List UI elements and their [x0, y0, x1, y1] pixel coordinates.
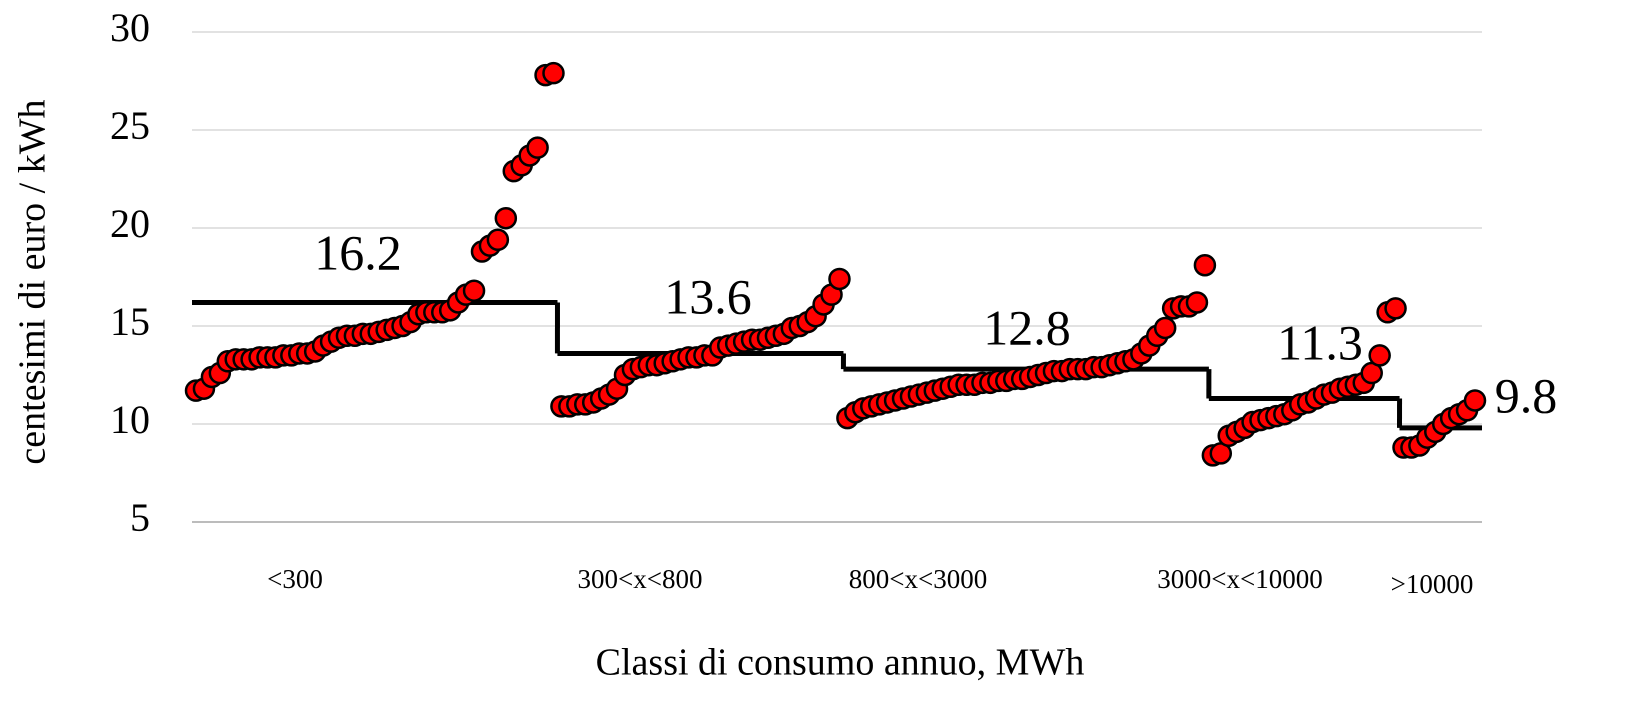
x-category-label: 3000<x<10000 [1157, 564, 1322, 594]
point [828, 267, 851, 291]
y-tick-label: 15 [110, 299, 150, 344]
point [1384, 297, 1407, 320]
x-category-label: <300 [267, 564, 323, 594]
x-category-label: 300<x<800 [578, 564, 703, 594]
x-axis-title: Classi di consumo annuo, MWh [596, 642, 1085, 684]
point [526, 136, 549, 159]
point [1185, 291, 1209, 314]
y-axis-title: centesimi di euro / kWh [12, 99, 54, 464]
mean-label: 12.8 [983, 299, 1071, 355]
y-tick-label: 5 [130, 495, 150, 540]
mean-label: 9.8 [1495, 367, 1558, 423]
point [486, 228, 510, 252]
point [1368, 344, 1391, 367]
point [462, 279, 486, 302]
y-tick-label: 10 [110, 397, 150, 442]
point [494, 206, 518, 230]
point [1153, 316, 1177, 340]
mean-label: 16.2 [314, 224, 402, 280]
mean-label: 13.6 [664, 268, 752, 324]
mean-label: 11.3 [1277, 314, 1363, 370]
x-category-label: 800<x<3000 [849, 564, 987, 594]
y-tick-label: 30 [110, 5, 150, 50]
point [1463, 389, 1487, 412]
point [1193, 253, 1217, 277]
point [542, 61, 565, 85]
x-category-label: >10000 [1391, 569, 1474, 599]
y-tick-label: 25 [110, 103, 150, 148]
y-tick-label: 20 [110, 201, 150, 246]
